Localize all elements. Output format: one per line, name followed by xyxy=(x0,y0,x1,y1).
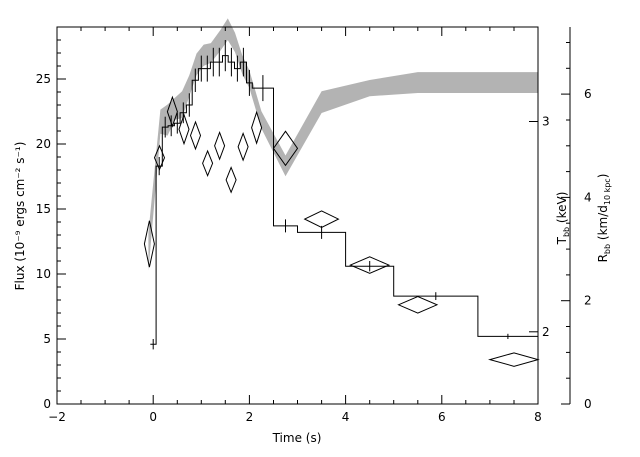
radius-diamond-point xyxy=(214,130,226,161)
flux-tick-label: 5 xyxy=(43,332,51,346)
temperature-band-layer xyxy=(148,18,538,271)
x-axis-title: Time (s) xyxy=(272,431,322,445)
radius-diamond-point xyxy=(166,95,178,128)
radius-diamond-point xyxy=(349,256,391,274)
temperature-axis-title-sub: bb xyxy=(562,227,571,237)
radius-tick-label: 6 xyxy=(584,87,592,101)
x-tick-label: 6 xyxy=(438,410,446,424)
radius-diamond-point xyxy=(397,296,439,314)
x-axis: −2 0 2 4 6 8 xyxy=(48,27,542,424)
radius-axis-title: Rbb (km/d10 kpc) xyxy=(596,174,612,263)
radius-diamond-point xyxy=(189,120,202,151)
radius-diamond-point xyxy=(143,220,155,268)
temperature-axis-title-main: T xyxy=(555,236,569,245)
x-tick-label: 8 xyxy=(534,410,542,424)
flux-axis-title: Flux (10⁻⁹ ergs cm⁻² s⁻¹) xyxy=(13,142,27,291)
radius-diamond-point xyxy=(272,130,299,167)
radius-axis-title-close: ) xyxy=(596,174,610,179)
temperature-axis-title-unit: (keV) xyxy=(555,192,569,227)
flux-tick-label: 10 xyxy=(36,267,51,281)
flux-tick-label: 20 xyxy=(36,137,51,151)
temperature-axis: 23 xyxy=(529,115,550,339)
radius-diamond-point xyxy=(303,210,340,228)
flux-step-line xyxy=(150,55,538,345)
x-tick-label: 2 xyxy=(246,410,254,424)
radius-diamond-point xyxy=(178,113,190,146)
radius-diamond-point xyxy=(225,166,237,194)
radius-axis-title-sub: bb xyxy=(603,244,612,254)
temperature-axis-title: Tbb (keV) xyxy=(555,192,571,246)
radius-diamond-point xyxy=(202,149,214,178)
temperature-tick-label: 2 xyxy=(542,325,550,339)
flux-tick-label: 0 xyxy=(43,397,51,411)
radius-tick-label: 0 xyxy=(584,397,592,411)
radius-tick-label: 4 xyxy=(584,190,592,204)
radius-diamond-point xyxy=(237,131,249,162)
radius-diamond-point xyxy=(153,144,166,171)
x-tick-label: 0 xyxy=(149,410,157,424)
x-tick-label: 4 xyxy=(342,410,350,424)
x-tick-label: −2 xyxy=(48,410,66,424)
flux-step-layer xyxy=(150,40,538,350)
radius-axis-title-unit: (km/d xyxy=(596,205,610,244)
flux-tick-label: 15 xyxy=(36,202,51,216)
flux-axis: 0 5 10 15 20 25 xyxy=(36,26,66,411)
radius-axis: 0 2 4 6 xyxy=(561,42,592,411)
temperature-band xyxy=(148,18,538,271)
radius-diamond-point xyxy=(251,110,263,145)
temperature-tick-label: 3 xyxy=(542,115,550,129)
flux-tick-label: 25 xyxy=(36,72,51,86)
radius-axis-title-main: R xyxy=(596,254,610,262)
radius-tick-label: 2 xyxy=(584,294,592,308)
radius-axis-title-dist: 10 kpc xyxy=(603,178,612,205)
